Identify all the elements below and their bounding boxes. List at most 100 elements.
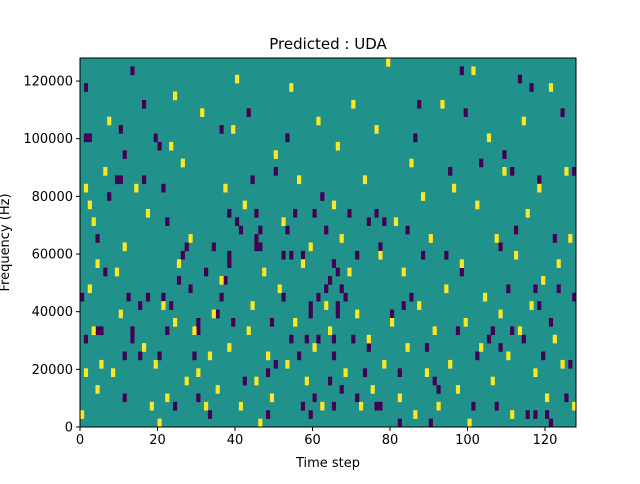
heatmap-cell-low (258, 242, 263, 252)
heatmap-cell-low (196, 317, 201, 327)
heatmap-cell-low (161, 183, 166, 193)
heatmap-cell-low (331, 401, 337, 411)
heatmap-cell-low (242, 376, 247, 386)
heatmap-cell-high (428, 234, 433, 243)
heatmap-cell-high (490, 376, 495, 386)
heatmap-cell-high (211, 309, 216, 319)
heatmap-cell-low (165, 217, 170, 227)
heatmap-cell-low (514, 225, 519, 235)
heatmap-cell-high (91, 217, 96, 227)
heatmap-cell-low (502, 150, 507, 159)
heatmap-cell-low (548, 418, 554, 428)
heatmap-cell-low (343, 292, 348, 302)
heatmap-cell-low (204, 267, 209, 277)
heatmap-cell-high (219, 276, 224, 285)
heatmap-cell-high (362, 175, 368, 185)
heatmap-cell-high (91, 326, 96, 336)
heatmap-cell-high (502, 167, 507, 176)
heatmap-cell-low (145, 292, 151, 302)
heatmap-cell-low (436, 385, 441, 394)
heatmap-cell-high (266, 351, 271, 361)
heatmap-cell-low (118, 175, 123, 185)
heatmap-cell-low (498, 242, 503, 252)
heatmap-cell-high (390, 317, 395, 327)
heatmap-cell-low (281, 292, 286, 302)
heatmap-cells (80, 58, 577, 428)
x-tick-label: 40 (227, 433, 244, 448)
heatmap-cell-high (455, 385, 461, 394)
y-tick-label: 60000 (32, 248, 73, 263)
heatmap-cell-low (99, 326, 104, 336)
heatmap-cell-high (238, 401, 244, 411)
heatmap-cell-low (215, 309, 220, 319)
heatmap-cell-low (339, 385, 344, 394)
y-axis-label: Frequency (Hz) (0, 193, 13, 291)
heatmap-cell-low (254, 242, 259, 252)
heatmap-cell-high (529, 301, 534, 310)
heatmap-cell-high (293, 317, 298, 327)
heatmap-cell-high (231, 125, 236, 134)
chart-title: Predicted : UDA (269, 35, 387, 53)
heatmap-cell-low (331, 334, 337, 344)
heatmap-cell-low (537, 175, 542, 185)
heatmap-cell-high (196, 368, 201, 377)
heatmap-cell-low (428, 418, 433, 428)
heatmap-cell-low (533, 410, 538, 419)
heatmap-cell-high (246, 326, 251, 336)
heatmap-cell-high (568, 234, 573, 243)
heatmap-cell-low (328, 276, 333, 285)
heatmap-cell-low (308, 410, 313, 419)
heatmap-cell-high (83, 368, 89, 377)
heatmap-cell-high (421, 192, 426, 201)
heatmap-cell-high (215, 385, 220, 394)
heatmap-cell-low (142, 175, 147, 185)
heatmap-cell-high (405, 343, 410, 352)
heatmap-cell-low (490, 326, 495, 336)
heatmap-cell-low (331, 351, 337, 361)
heatmap-cell-high (95, 259, 100, 268)
heatmap-cell-high (494, 234, 499, 243)
heatmap-cell-low (335, 267, 340, 277)
x-tick-label: 0 (76, 433, 84, 448)
heatmap-cell-high (173, 317, 178, 327)
heatmap-cell-low (537, 301, 542, 310)
heatmap-cell-low (548, 317, 554, 327)
heatmap-cell-low (157, 141, 162, 151)
heatmap-cell-high (300, 259, 306, 268)
heatmap-cell-low (374, 401, 379, 411)
heatmap-cell-high (467, 418, 472, 428)
heatmap-cell-low (506, 284, 511, 294)
heatmap-cell-high (339, 234, 344, 243)
heatmap-cell-high (87, 284, 92, 294)
heatmap-cell-low (254, 208, 259, 218)
heatmap-cell-low (316, 292, 321, 302)
heatmap-cell-low (479, 158, 484, 168)
heatmap-cell-low (250, 175, 255, 185)
heatmap-cell-high (99, 359, 104, 369)
heatmap-cell-high (479, 343, 484, 352)
heatmap-cell-high (560, 359, 565, 369)
heatmap-cell-low (138, 301, 143, 310)
heatmap-cell-high (235, 74, 240, 84)
heatmap-cell-low (157, 351, 162, 361)
heatmap-cell-low (180, 250, 185, 260)
heatmap-cell-low (196, 326, 201, 336)
plot-frame (79, 57, 577, 428)
heatmap-cell-high (409, 158, 414, 168)
x-tick-label: 80 (382, 433, 399, 448)
heatmap-cell-high (459, 259, 464, 268)
heatmap-cell-high (308, 242, 313, 252)
heatmap-cell-low (126, 292, 131, 302)
x-tick-label: 20 (149, 433, 166, 448)
heatmap-cell-high (463, 317, 468, 327)
heatmap-cell-low (238, 225, 244, 235)
heatmap-cell-low (494, 401, 499, 411)
heatmap-cell-low (390, 309, 395, 319)
heatmap-cell-low (517, 74, 523, 84)
heatmap-cell-low (568, 359, 573, 369)
heatmap-cell-low (510, 326, 515, 336)
heatmap-cell-low (560, 108, 565, 118)
heatmap-cell-low (397, 368, 402, 377)
